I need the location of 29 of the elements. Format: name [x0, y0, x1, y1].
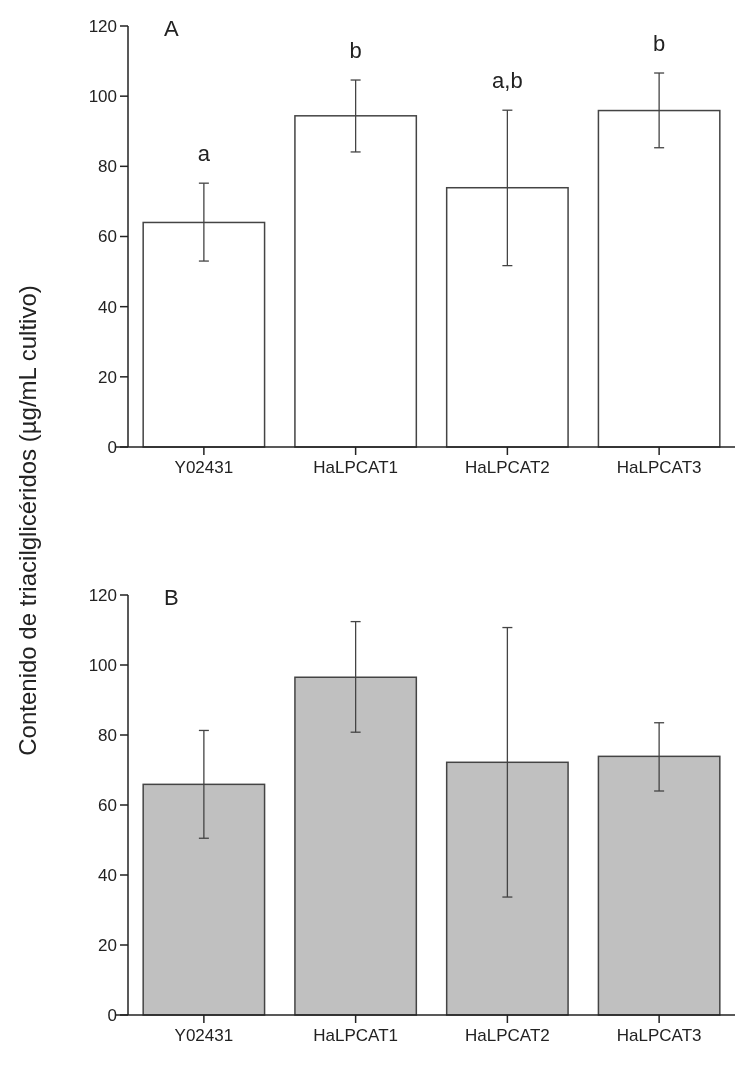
y-tick-label: 100 [88, 655, 117, 675]
y-tick-label: 20 [98, 367, 117, 387]
y-tick-label: 40 [98, 297, 117, 317]
x-tick-label: HaLPCAT2 [465, 458, 550, 477]
y-tick-label: 60 [98, 227, 117, 247]
y-tick-label: 100 [88, 87, 117, 107]
annotation: b [349, 38, 362, 64]
y-tick-label: 0 [107, 1005, 117, 1025]
annotation: a,b [492, 68, 523, 94]
y-tick-label: 80 [98, 157, 117, 177]
x-tick-label: HaLPCAT1 [313, 458, 398, 477]
annotation: b [653, 31, 666, 57]
y-tick-label: 120 [88, 585, 117, 605]
x-tick-label: HaLPCAT3 [616, 458, 702, 477]
x-tick-label: Y02431 [174, 458, 234, 477]
y-tick-label: 120 [88, 16, 117, 36]
y-axis-title: Contenido de triacilglicéridos (µg/mL cultivo) [14, 285, 41, 756]
chart-title: B [164, 585, 179, 610]
x-tick-label: HaLPCAT2 [465, 1026, 550, 1045]
y-tick-label: 40 [98, 865, 117, 885]
y-tick-label: 60 [98, 795, 117, 815]
y-tick-label: 80 [98, 725, 117, 745]
x-tick-label: Y02431 [174, 1026, 234, 1045]
y-tick-label: 0 [107, 437, 117, 457]
chart-title: A [164, 16, 179, 41]
annotation: a [197, 141, 211, 167]
y-tick-label: 20 [98, 935, 117, 955]
x-tick-label: HaLPCAT3 [616, 1026, 702, 1045]
x-tick-label: HaLPCAT1 [313, 1026, 398, 1045]
